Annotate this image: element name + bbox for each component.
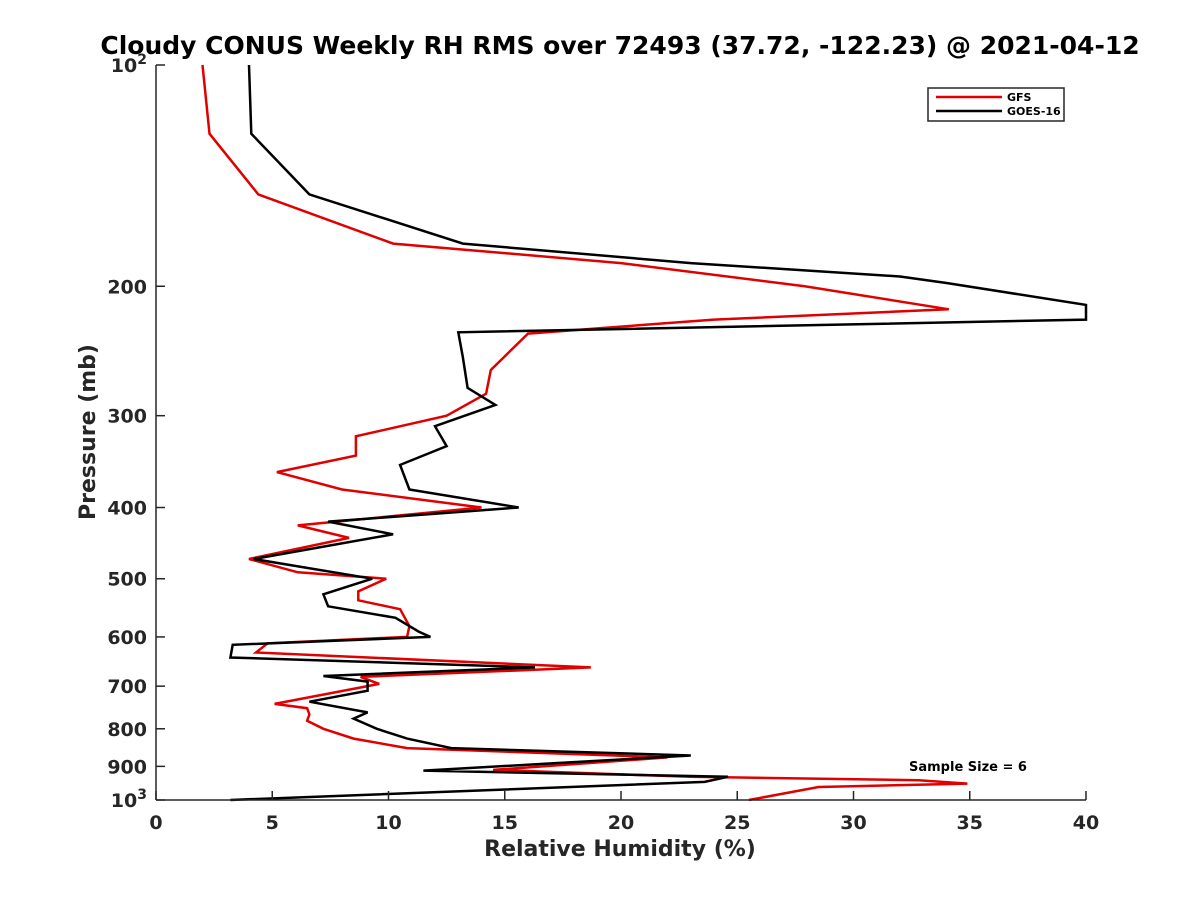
legend-label-goes16: GOES-16: [1007, 105, 1061, 118]
plot-area: 0 5 10 15 20 25 30 35 40 10220030040050060070080…: [107, 52, 1099, 834]
x-tick-label: 40: [1073, 812, 1099, 834]
x-axis-ticks: 0 5 10 15 20 25 30 35 40: [149, 791, 1099, 834]
legend-box: [927, 87, 1065, 122]
y-tick-label: 500: [107, 569, 147, 591]
x-tick-label: 20: [608, 812, 634, 834]
y-tick-label: 900: [107, 756, 147, 778]
sample-size-annotation: Sample Size = 6: [909, 760, 1027, 775]
legend-label-gfs: GFS: [1007, 91, 1032, 104]
x-axis-label: Relative Humidity (%): [484, 837, 756, 862]
x-tick-label: 30: [840, 812, 866, 834]
y-tick-label: 200: [107, 276, 147, 298]
y-tick-label: 600: [107, 627, 147, 649]
y-tick-label: 300: [107, 406, 147, 428]
y-axis-label: Pressure (mb): [76, 344, 101, 520]
x-tick-label: 15: [492, 812, 518, 834]
x-tick-label: 10: [375, 812, 401, 834]
series-layer: [201, 64, 1088, 802]
y-tick-label: 800: [107, 719, 147, 741]
x-tick-label: 25: [724, 812, 750, 834]
x-tick-label: 35: [957, 812, 983, 834]
chart-title: Cloudy CONUS Weekly RH RMS over 72493 (3…: [100, 31, 1139, 60]
series-line-goes16: [228, 64, 1088, 802]
y-tick-label: 700: [107, 676, 147, 698]
y-tick-label: 400: [107, 498, 147, 520]
x-tick-label: 0: [149, 812, 162, 834]
legend: GFS GOES-16: [927, 87, 1065, 122]
x-tick-label: 5: [266, 812, 279, 834]
axes-background: [156, 65, 1086, 800]
